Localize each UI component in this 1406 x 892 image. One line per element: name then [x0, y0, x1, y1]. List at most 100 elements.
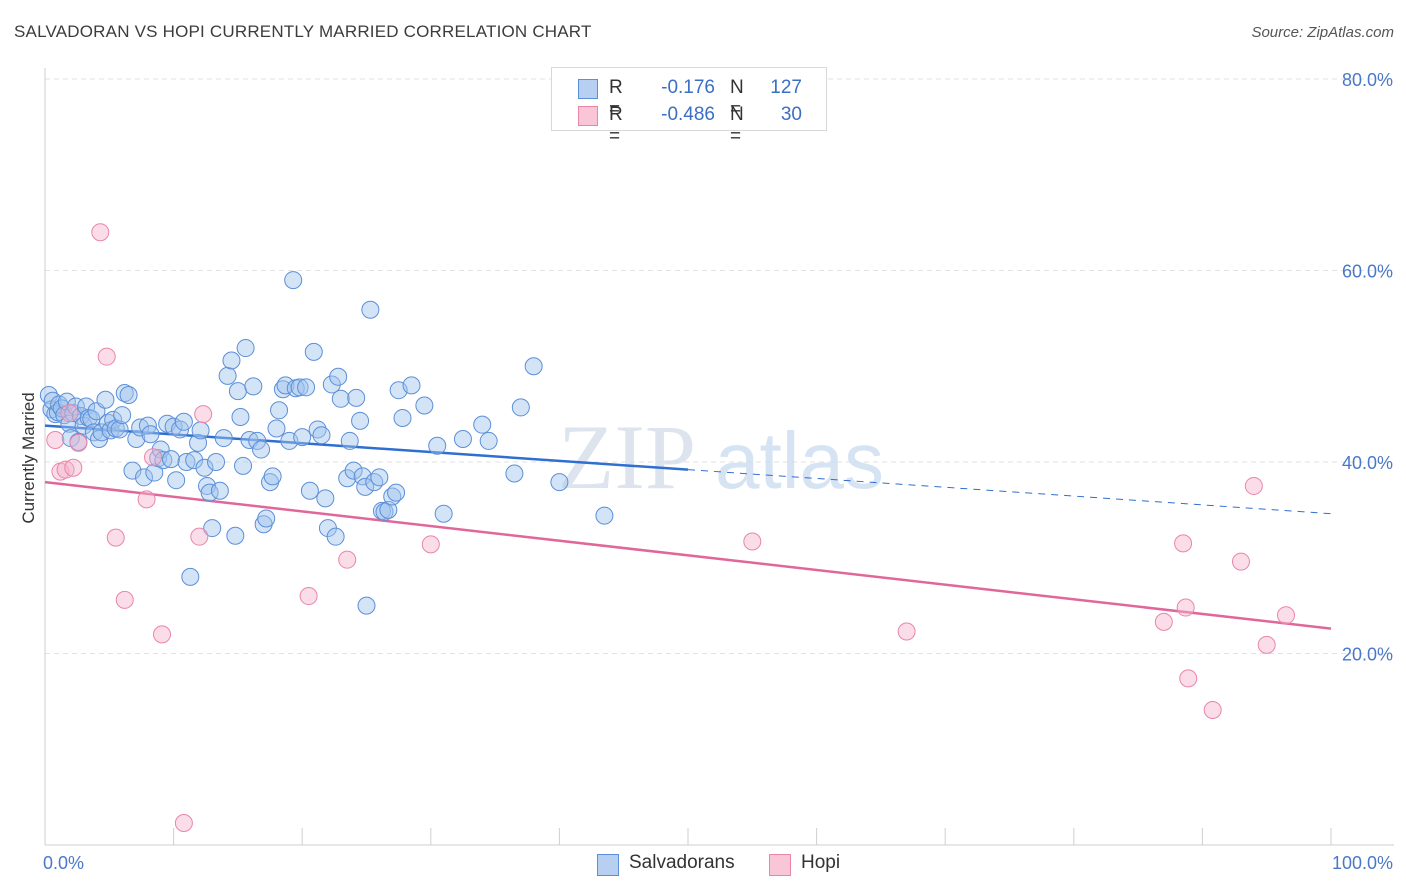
- data-point: [57, 392, 76, 411]
- data-point: [524, 357, 543, 376]
- legend-label-hopi: Hopi: [801, 852, 841, 873]
- data-point: [479, 431, 498, 450]
- data-point: [56, 460, 75, 479]
- grid-lines: [45, 78, 1394, 654]
- data-point: [1231, 552, 1250, 571]
- data-point: [191, 421, 210, 440]
- data-point: [338, 550, 357, 569]
- watermark-atlas: atlas: [715, 416, 884, 505]
- data-point: [387, 483, 406, 502]
- legend-n-label: N =: [730, 77, 744, 120]
- data-point: [276, 376, 295, 395]
- data-point: [316, 489, 335, 508]
- data-point: [145, 463, 164, 482]
- data-point: [185, 451, 204, 470]
- data-point: [434, 504, 453, 523]
- legend-swatch-hopi: [578, 106, 598, 126]
- data-point: [344, 461, 363, 480]
- data-point: [252, 440, 271, 459]
- data-point: [174, 412, 193, 431]
- data-point: [154, 451, 173, 470]
- data-point: [1203, 700, 1222, 719]
- data-point: [141, 425, 160, 444]
- legend-n-label: N =: [730, 104, 744, 147]
- axes: 20.0% 40.0% 60.0% 80.0% 0.0% 100.0%: [43, 68, 1394, 873]
- data-point: [144, 448, 163, 467]
- data-point: [1176, 598, 1195, 617]
- data-point: [393, 408, 412, 427]
- data-point: [743, 532, 762, 551]
- legend-label-salvadorans: Salvadorans: [629, 852, 735, 873]
- data-point: [312, 426, 331, 445]
- series-hopi: [46, 223, 1295, 832]
- data-point: [66, 397, 85, 416]
- y-tick-label: 40.0%: [1342, 453, 1393, 473]
- data-point: [267, 419, 286, 438]
- data-point: [228, 382, 247, 401]
- data-point: [1174, 534, 1193, 553]
- data-point: [167, 471, 186, 490]
- data-point: [92, 423, 111, 442]
- data-point: [106, 528, 125, 547]
- chart-source: Source: ZipAtlas.com: [1251, 24, 1394, 41]
- data-point: [113, 406, 132, 425]
- data-point: [361, 300, 380, 319]
- data-point: [293, 428, 312, 447]
- correlation-legend: R = -0.176 N = 127 R = -0.486 N = 30: [551, 67, 827, 147]
- data-point: [119, 385, 138, 404]
- data-point: [123, 461, 142, 480]
- data-point: [357, 596, 376, 615]
- data-point: [270, 401, 289, 420]
- data-point: [1257, 635, 1276, 654]
- data-point: [300, 481, 319, 500]
- legend-swatch-salvadorans: [597, 854, 619, 876]
- data-point: [190, 527, 209, 546]
- data-point: [127, 430, 146, 449]
- trend-line: [44, 480, 1332, 630]
- data-point: [428, 436, 447, 455]
- data-point: [162, 450, 181, 469]
- data-point: [897, 622, 916, 641]
- data-point: [174, 813, 193, 832]
- legend-n-value: 127: [770, 77, 802, 98]
- data-point: [338, 469, 357, 488]
- data-point: [331, 389, 350, 408]
- data-point: [207, 453, 226, 471]
- data-point: [135, 468, 154, 487]
- data-point: [304, 342, 323, 361]
- data-point: [60, 404, 79, 423]
- y-tick-label: 20.0%: [1342, 645, 1393, 665]
- data-point: [153, 625, 172, 644]
- series-salvadorans: [39, 271, 614, 615]
- watermark-zip: ZIP: [558, 406, 696, 508]
- data-points: [39, 223, 1295, 832]
- data-point: [96, 390, 115, 409]
- legend-r-value: -0.176: [661, 77, 715, 98]
- data-point: [257, 509, 276, 528]
- y-tick-label: 80.0%: [1342, 70, 1393, 90]
- data-point: [453, 430, 472, 449]
- data-point: [234, 456, 253, 475]
- data-point: [214, 429, 233, 448]
- data-point: [351, 411, 370, 430]
- legend-r-value: -0.486: [661, 104, 715, 125]
- y-tick-label: 60.0%: [1342, 262, 1393, 282]
- data-point: [473, 415, 492, 434]
- data-point: [195, 458, 214, 477]
- data-point: [505, 464, 524, 483]
- data-point: [203, 519, 222, 538]
- data-point: [1179, 669, 1198, 688]
- data-point: [299, 587, 318, 606]
- data-point: [97, 347, 116, 366]
- data-point: [340, 431, 359, 450]
- data-point: [347, 388, 366, 407]
- data-point: [177, 453, 196, 471]
- data-point: [69, 433, 88, 452]
- y-axis-label: Currently Married: [19, 392, 38, 523]
- data-point: [511, 398, 530, 417]
- data-point: [326, 527, 345, 546]
- trend-line-extension: [687, 469, 1332, 515]
- data-point: [231, 407, 250, 426]
- data-point: [210, 481, 229, 500]
- data-point: [595, 506, 614, 525]
